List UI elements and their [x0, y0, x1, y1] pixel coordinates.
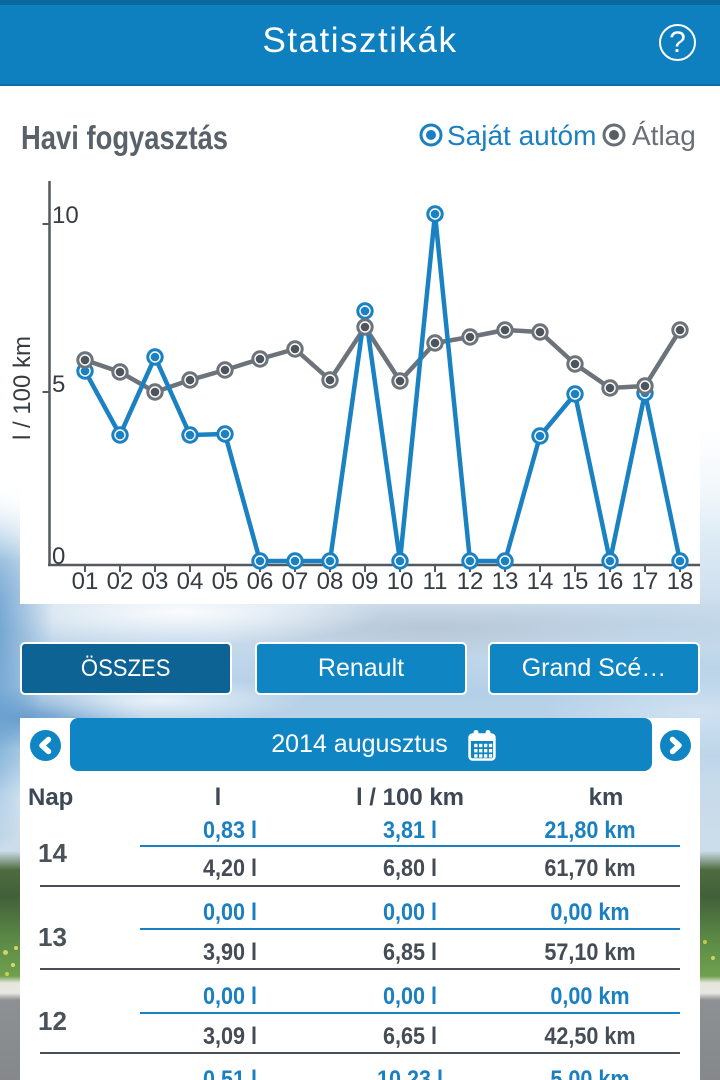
svg-text:15: 15 [562, 568, 589, 595]
svg-text:16: 16 [597, 568, 624, 595]
svg-text:5: 5 [52, 371, 65, 398]
svg-text:0: 0 [52, 543, 65, 570]
svg-text:10: 10 [52, 202, 79, 229]
svg-text:12: 12 [457, 568, 484, 595]
svg-text:02: 02 [107, 568, 134, 595]
svg-text:10: 10 [387, 568, 414, 595]
svg-text:13: 13 [492, 568, 519, 595]
svg-text:18: 18 [667, 568, 694, 595]
svg-text:05: 05 [212, 568, 239, 595]
svg-text:07: 07 [282, 568, 309, 595]
svg-text:04: 04 [177, 568, 204, 595]
svg-text:09: 09 [352, 568, 379, 595]
svg-text:01: 01 [72, 568, 99, 595]
svg-text:11: 11 [423, 568, 448, 595]
svg-text:08: 08 [317, 568, 344, 595]
svg-text:l / 100 km: l / 100 km [9, 336, 36, 440]
svg-text:17: 17 [632, 568, 659, 595]
svg-text:03: 03 [142, 568, 169, 595]
svg-text:06: 06 [247, 568, 274, 595]
svg-text:14: 14 [527, 568, 554, 595]
